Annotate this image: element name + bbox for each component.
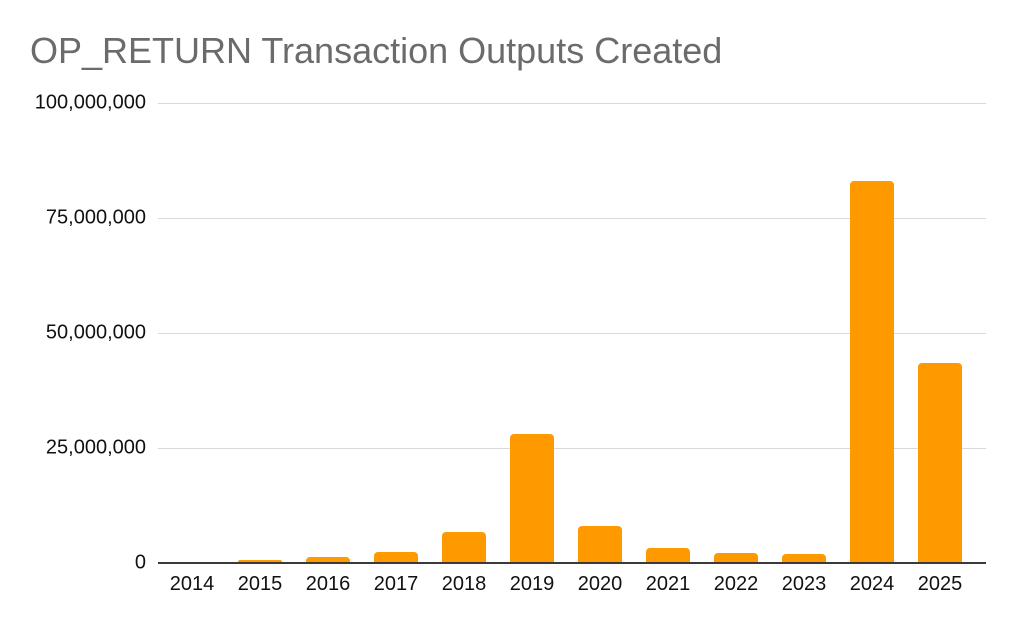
bar-slot-2015: [226, 103, 294, 563]
y-tick-label: 100,000,000: [34, 91, 146, 114]
bar-slot-2024: [838, 103, 906, 563]
x-tick-label-2022: 2022: [713, 573, 759, 595]
x-tick-label-2025: 2025: [917, 573, 963, 595]
bar-2022: [714, 553, 758, 563]
x-tick-label-2021: 2021: [645, 573, 691, 595]
bar-slot-2021: [634, 103, 702, 563]
bar-slot-2025: [906, 103, 974, 563]
chart-title: OP_RETURN Transaction Outputs Created: [30, 30, 723, 71]
bar-2021: [646, 548, 690, 563]
bar-slot-2020: [566, 103, 634, 563]
x-tick-label-2023: 2023: [781, 573, 827, 595]
bar-slot-2018: [430, 103, 498, 563]
x-tick-label-2015: 2015: [237, 573, 283, 595]
x-tick-label-2017: 2017: [373, 573, 419, 595]
bar-2017: [374, 551, 418, 563]
y-tick-label: 0: [134, 551, 146, 574]
y-tick-label: 75,000,000: [45, 206, 146, 229]
bar-2019: [510, 434, 554, 563]
gridline: [158, 448, 986, 449]
x-axis-line: [158, 562, 986, 564]
bar-2020: [578, 526, 622, 563]
bar-2025: [918, 362, 962, 563]
x-tick-label-2019: 2019: [509, 573, 555, 595]
y-tick-label: 25,000,000: [45, 436, 146, 459]
bar-2023: [782, 553, 826, 563]
bar-slot-2016: [294, 103, 362, 563]
bar-slot-2014: [158, 103, 226, 563]
x-tick-label-2020: 2020: [577, 573, 623, 595]
x-tick-label-2018: 2018: [441, 573, 487, 595]
x-tick-label-2016: 2016: [305, 573, 351, 595]
x-tick-label-2024: 2024: [849, 573, 895, 595]
x-axis-labels: 2014 2015 2016 2017 2018 2019 2020 2021 2022 2023…: [158, 573, 974, 596]
bars-area: [158, 103, 974, 563]
y-tick-label: 50,000,000: [45, 321, 146, 344]
gridline: [158, 218, 986, 219]
bar-2018: [442, 531, 486, 563]
bar-slot-2023: [770, 103, 838, 563]
bar-2015: [238, 560, 282, 563]
bar-slot-2019: [498, 103, 566, 563]
plot-area: 0 25,000,000 50,000,000 75,000,000 100,000,0…: [35, 92, 986, 595]
bar-slot-2017: [362, 103, 430, 563]
bar-2016: [306, 557, 350, 563]
gridline: [158, 103, 986, 104]
bar-slot-2022: [702, 103, 770, 563]
gridline: [158, 333, 986, 334]
bar-2024: [850, 181, 894, 563]
x-tick-label-2014: 2014: [169, 573, 215, 595]
